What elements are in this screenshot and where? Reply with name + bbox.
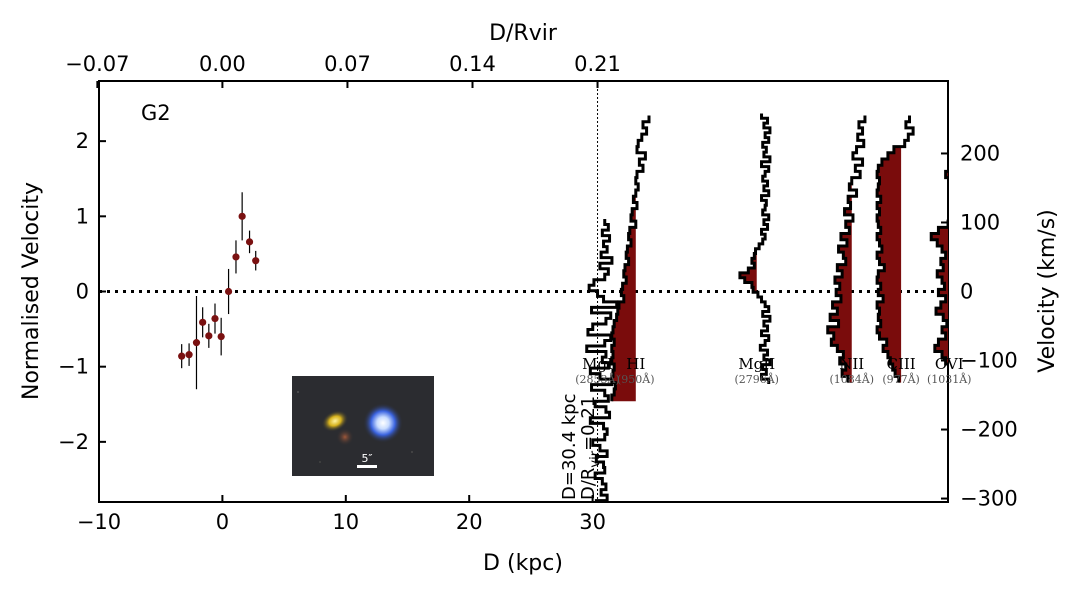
rotation-point [211, 314, 219, 323]
rotation-point [232, 253, 240, 261]
ion-labels: MgI(2853Å) HI(950Å) MgII(2796Å) NII(1084Å) C… [575, 355, 971, 386]
ion-wavelength-nii: (1084Å) [829, 372, 874, 386]
rotation-point [192, 339, 201, 347]
y-tick-label-right: −100 [960, 349, 1018, 373]
y-tick-label-right: 0 [960, 280, 973, 304]
x-tick-label-top: 0.00 [199, 52, 246, 76]
ion-wavelength-hi: (950Å) [617, 372, 655, 386]
ion-wavelength-ovi: (1031Å) [927, 372, 972, 386]
sightline-rvir-value: =0.21 [578, 396, 599, 451]
profile-ovi [929, 169, 948, 366]
ion-label-mgii: MgII [738, 355, 775, 373]
svg-text:D/Rvir=0.21: D/Rvir=0.21 [578, 396, 603, 500]
profile-mgi [585, 219, 619, 502]
galaxy-image [321, 410, 349, 432]
profile-fill-ciii [877, 146, 902, 383]
sightline-distance-label: D=30.4 kpc [559, 394, 580, 501]
y-tick-label-left: −2 [58, 430, 89, 454]
rotation-point [199, 318, 207, 326]
y-tick-label-left: −1 [58, 355, 89, 379]
absorption-profiles [585, 113, 948, 502]
ion-label-ciii: CIII [886, 355, 915, 373]
background-blob [336, 428, 354, 446]
y-tick-label-left: 2 [76, 129, 89, 153]
quasar-image [363, 403, 403, 443]
ion-label-nii: NII [839, 355, 864, 373]
x-tick-label-top: 0.21 [574, 52, 621, 76]
rotation-point [185, 351, 193, 359]
rotation-point [224, 287, 233, 296]
y-ticks-left: −2 −1 0 1 2 [58, 129, 106, 454]
scale-bar-label: 5″ [361, 452, 372, 465]
profile-mgii [738, 113, 772, 384]
x-tick-label-bottom: −10 [77, 510, 121, 534]
x-tick-label-bottom: 0 [216, 510, 229, 534]
rotation-point [238, 212, 246, 220]
rotation-point [205, 332, 213, 340]
rotation-point [178, 352, 186, 360]
ion-wavelength-ciii: (977Å) [882, 372, 920, 386]
rotation-point [252, 257, 260, 265]
inset-image: 5″ [292, 376, 434, 476]
y-tick-label-right: −300 [960, 487, 1018, 511]
y-tick-label-left: 0 [76, 280, 89, 304]
sightline-label: D=30.4 kpc D/Rvir=0.21 [559, 394, 603, 501]
rotation-point [217, 333, 225, 341]
x-ticks-top: −0.07 0.00 0.07 0.14 0.21 [65, 52, 621, 88]
x-tick-label-bottom: 30 [579, 510, 606, 534]
y-tick-label-right: −200 [960, 418, 1018, 442]
sightline-rvir-prefix: D/R [578, 468, 599, 500]
x-tick-label-top: −0.07 [65, 52, 129, 76]
profile-hi [610, 115, 651, 402]
ion-label-hi: HI [626, 355, 645, 373]
scale-bar [357, 465, 377, 468]
profile-nii [826, 115, 867, 383]
rotation-point [245, 238, 254, 246]
y-tick-label-right: 200 [960, 141, 1000, 165]
y-axis-label-left: Normalised Velocity [19, 182, 44, 400]
svg-text:D=30.4 kpc: D=30.4 kpc [559, 394, 580, 501]
y-tick-label-right: 100 [960, 210, 1000, 234]
x-axis-label-top: D/Rvir [489, 21, 558, 46]
x-ticks-bottom: −10 0 10 20 30 [77, 495, 606, 534]
ion-label-ovi: OVI [935, 355, 964, 373]
x-tick-label-bottom: 20 [456, 510, 483, 534]
y-axis-label-right: Velocity (km/s) [1035, 209, 1060, 373]
ion-wavelength-mgii: (2796Å) [734, 372, 779, 386]
y-tick-label-left: 1 [76, 204, 89, 228]
x-axis-label-bottom: D (kpc) [483, 551, 563, 576]
x-tick-label-top: 0.14 [449, 52, 496, 76]
x-tick-label-bottom: 10 [332, 510, 359, 534]
profile-ciii [875, 115, 915, 383]
panel-label: G2 [141, 101, 171, 125]
y-ticks-right: −300 −200 −100 0 100 200 [941, 141, 1018, 511]
rotation-curve [178, 192, 260, 390]
ion-wavelength-mgi: (2853Å) [575, 372, 620, 386]
sightline-rvir-sub: vir [588, 450, 603, 467]
x-tick-label-top: 0.07 [324, 52, 371, 76]
ion-label-mgi: MgI [582, 355, 613, 373]
